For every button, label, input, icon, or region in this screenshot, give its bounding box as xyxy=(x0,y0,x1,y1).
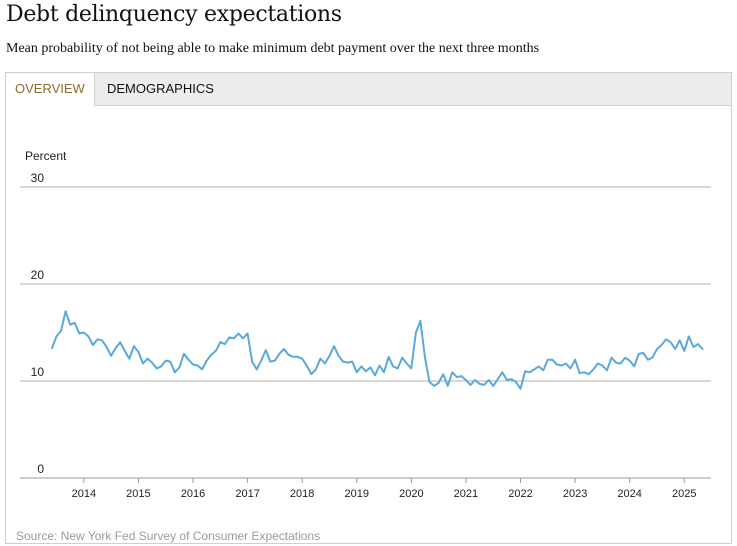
tab-demographics[interactable]: DEMOGRAPHICS xyxy=(107,81,214,96)
x-tick-label: 2017 xyxy=(235,488,259,500)
x-tick-label: 2025 xyxy=(672,488,696,500)
y-tick-label: 0 xyxy=(37,462,44,476)
x-tick-label: 2023 xyxy=(563,488,587,500)
page-subtitle: Mean probability of not being able to ma… xyxy=(6,41,540,56)
x-tick-label: 2019 xyxy=(345,488,369,500)
x-tick-label: 2015 xyxy=(126,488,150,500)
x-tick-label: 2016 xyxy=(181,488,205,500)
x-tick-label: 2020 xyxy=(399,488,423,500)
x-tick-label: 2014 xyxy=(72,488,96,500)
y-tick-label: 30 xyxy=(31,171,45,185)
y-tick-label: 10 xyxy=(31,365,45,379)
page-title: Debt delinquency expectations xyxy=(6,2,342,27)
x-tick-label: 2018 xyxy=(290,488,314,500)
y-axis-label: Percent xyxy=(25,149,67,163)
x-tick-label: 2022 xyxy=(508,488,532,500)
y-tick-label: 20 xyxy=(31,268,45,282)
tab-overview[interactable]: OVERVIEW xyxy=(6,73,95,106)
source-note: Source: New York Fed Survey of Consumer … xyxy=(16,529,321,543)
chart-panel: OVERVIEW DEMOGRAPHICS xyxy=(5,72,732,544)
x-tick-label: 2021 xyxy=(454,488,478,500)
series-line-0 xyxy=(51,310,704,390)
x-tick-label: 2024 xyxy=(617,488,641,500)
tab-bar: OVERVIEW DEMOGRAPHICS xyxy=(6,73,731,106)
